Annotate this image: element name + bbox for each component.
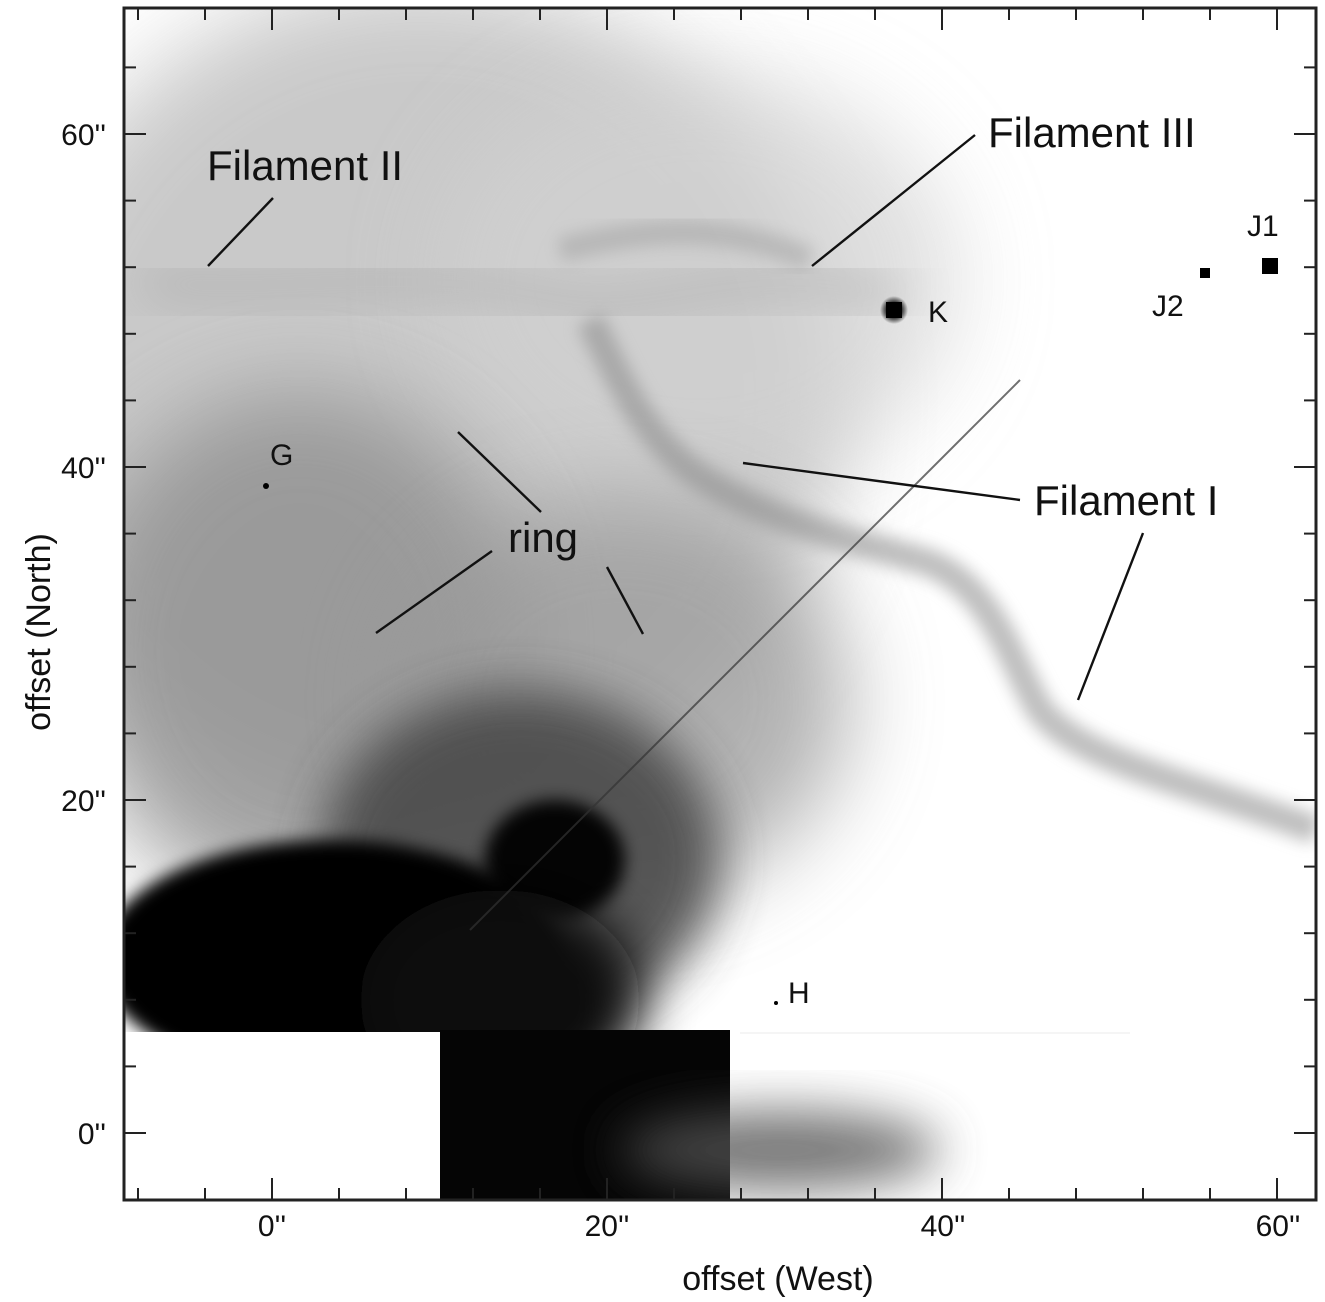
filament-3-label: Filament III — [988, 109, 1196, 156]
ring-label: ring — [508, 514, 578, 561]
x-tick-label-40: 40'' — [921, 1210, 966, 1243]
star-j2-marker — [1200, 268, 1210, 278]
star-h-marker — [774, 1001, 778, 1005]
ring-leader-b — [375, 550, 493, 634]
filament-1-leader-b — [1076, 532, 1145, 701]
x-tick-label-0: 0'' — [258, 1210, 286, 1243]
filament-1-label: Filament I — [1034, 477, 1218, 524]
ring-leader-a — [457, 431, 542, 513]
star-j1-marker — [1262, 258, 1278, 274]
star-markers — [263, 258, 1278, 1005]
y-tick-labels: 0'' 20'' 40'' 60'' — [61, 119, 106, 1151]
nebula-image — [124, 8, 1316, 1200]
star-k-core — [886, 302, 902, 318]
y-tick-label-40: 40'' — [61, 452, 106, 485]
leader-lines — [207, 134, 1145, 701]
star-j2-label: J2 — [1152, 290, 1184, 323]
y-axis-title: offset (North) — [20, 533, 58, 731]
star-j1-label: J1 — [1247, 210, 1279, 243]
filament-2-label: Filament II — [207, 142, 403, 189]
annotations: Filament II Filament III Filament I ring… — [207, 109, 1279, 1010]
filament-3-leader — [811, 134, 976, 267]
star-g-label: G — [270, 439, 293, 472]
filament-2-leader — [207, 197, 274, 267]
star-k-label: K — [928, 296, 948, 329]
star-g-marker — [263, 483, 269, 489]
y-tick-label-20: 20'' — [61, 785, 106, 818]
x-axis-title: offset (West) — [682, 1260, 873, 1298]
x-tick-label-20: 20'' — [585, 1210, 630, 1243]
plot-frame — [122, 6, 1318, 1202]
x-tick-labels: 0'' 20'' 40'' 60'' — [258, 1210, 1300, 1243]
filament-1-leader-a — [742, 461, 1021, 502]
x-tick-label-60: 60'' — [1256, 1210, 1301, 1243]
star-h-label: H — [788, 977, 810, 1010]
axis-ticks — [124, 8, 1316, 1201]
ring-leader-c — [605, 566, 645, 635]
y-tick-label-60: 60'' — [61, 119, 106, 152]
y-tick-label-0: 0'' — [78, 1118, 106, 1151]
